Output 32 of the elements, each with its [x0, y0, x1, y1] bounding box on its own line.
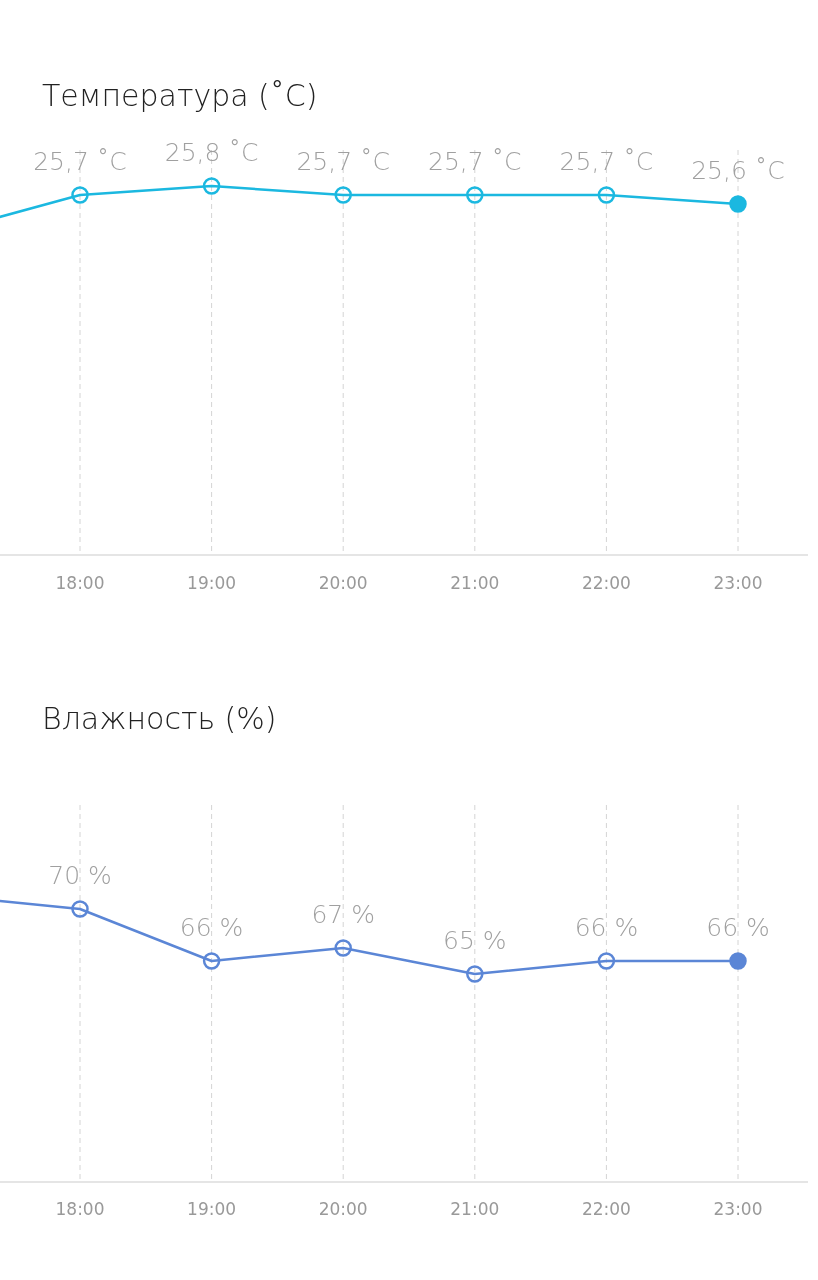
point	[466, 965, 484, 983]
chart-title: Влажность (%)	[42, 701, 277, 736]
x-tick-label: 19:00	[187, 573, 237, 593]
x-tick-label: 22:00	[581, 1199, 631, 1219]
point	[71, 900, 89, 918]
data-label: 25,7 ˚C	[559, 147, 654, 176]
point	[334, 939, 352, 957]
x-tick-label: 22:00	[581, 573, 631, 593]
data-label: 25,8 ˚C	[164, 138, 259, 167]
x-tick-label: 20:00	[318, 573, 368, 593]
x-tick-label: 21:00	[450, 573, 500, 593]
data-label: 25,6 ˚C	[691, 156, 785, 185]
data-label: 66 %	[179, 913, 244, 942]
x-tick-label: 23:00	[713, 1199, 763, 1219]
point	[729, 952, 747, 970]
point	[202, 952, 221, 970]
point	[597, 952, 616, 970]
x-tick-label: 18:00	[55, 573, 105, 593]
x-tick-label: 23:00	[713, 573, 763, 593]
data-label: 25,7 ˚C	[428, 147, 522, 176]
x-tick-label: 18:00	[55, 1199, 105, 1219]
data-label: 67 %	[311, 900, 375, 929]
x-tick-label: 19:00	[187, 1199, 237, 1219]
data-label: 25,7 ˚C	[33, 147, 127, 176]
x-tick-label: 21:00	[450, 1199, 500, 1219]
data-label: 66 %	[574, 913, 639, 942]
chart-title: Температура (˚C)	[42, 78, 318, 113]
data-label: 25,7 ˚C	[296, 147, 390, 176]
x-tick-label: 20:00	[318, 1199, 368, 1219]
data-label: 70 %	[48, 861, 112, 890]
data-label: 65 %	[443, 926, 507, 955]
data-label: 66 %	[706, 913, 770, 942]
